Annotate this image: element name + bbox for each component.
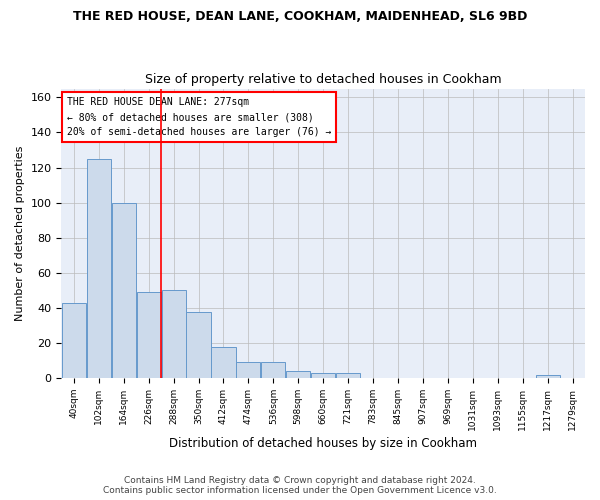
Text: THE RED HOUSE, DEAN LANE, COOKHAM, MAIDENHEAD, SL6 9BD: THE RED HOUSE, DEAN LANE, COOKHAM, MAIDE…: [73, 10, 527, 23]
Bar: [536, 374, 560, 378]
Text: THE RED HOUSE DEAN LANE: 277sqm
← 80% of detached houses are smaller (308)
20% o: THE RED HOUSE DEAN LANE: 277sqm ← 80% of…: [67, 97, 331, 137]
Bar: [286, 371, 310, 378]
Bar: [112, 202, 136, 378]
Bar: [187, 312, 211, 378]
Bar: [336, 373, 360, 378]
Bar: [211, 346, 236, 378]
Bar: [62, 302, 86, 378]
Bar: [261, 362, 286, 378]
Bar: [236, 362, 260, 378]
Text: Contains HM Land Registry data © Crown copyright and database right 2024.
Contai: Contains HM Land Registry data © Crown c…: [103, 476, 497, 495]
Bar: [137, 292, 161, 378]
Title: Size of property relative to detached houses in Cookham: Size of property relative to detached ho…: [145, 73, 502, 86]
Bar: [161, 290, 185, 378]
Bar: [87, 159, 111, 378]
X-axis label: Distribution of detached houses by size in Cookham: Distribution of detached houses by size …: [169, 437, 477, 450]
Bar: [311, 373, 335, 378]
Y-axis label: Number of detached properties: Number of detached properties: [15, 146, 25, 321]
